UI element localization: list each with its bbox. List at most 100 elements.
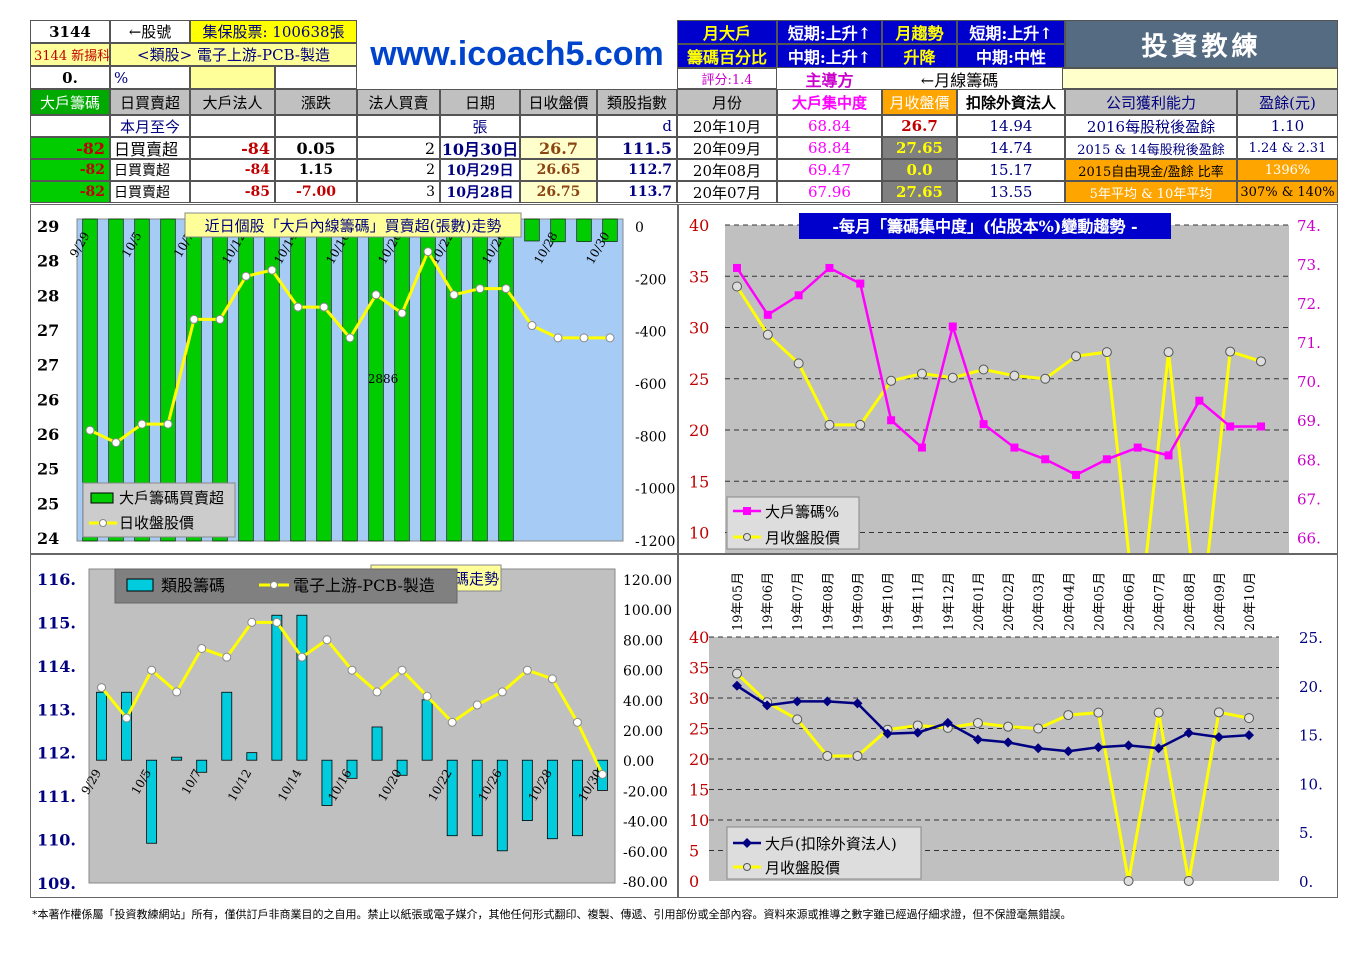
y-right-tick: -20.00: [623, 784, 668, 800]
left-sub-2: [190, 115, 275, 137]
y-left-tick: 111.: [37, 787, 76, 806]
y-right-tick: 15.: [1299, 727, 1323, 745]
legend-swatch-dot: [742, 838, 752, 848]
logo: 投資教練: [1065, 20, 1338, 68]
right-row-2-col-3: 15.17: [957, 159, 1065, 181]
y-right-tick: 80.00: [623, 633, 663, 649]
price-point-20年01月: [972, 718, 983, 729]
left-header-0: 大戶籌碼: [30, 89, 110, 115]
stock-chips-chart: 29 28 28 27 27 26 26 25 25 24 0 -200 -400 -600 -800 -10…: [37, 212, 675, 550]
site-url: www.icoach5.com: [370, 35, 664, 73]
y-left-tick: 27: [37, 321, 59, 340]
stock-name: 3144 新揚科: [30, 43, 110, 66]
y-right-tick: -800: [635, 429, 666, 445]
left-header-4: 法人買賣: [357, 89, 440, 115]
index-point-9/30: [122, 713, 132, 723]
price-point-20年10月: [1256, 356, 1266, 367]
price-point-10/7: [189, 314, 199, 324]
bar-10/16: [342, 218, 358, 542]
legend-box: [726, 496, 860, 550]
bar-10/15: [316, 218, 332, 542]
price-line: [735, 672, 1250, 882]
bar-10/29: [576, 218, 592, 242]
mid-term: 中期:上升↑: [777, 44, 882, 68]
price-point-20年05月: [1101, 347, 1112, 358]
y-right-tick: 0.00: [623, 754, 654, 770]
chart-title-bg: [799, 213, 1171, 239]
legend-label: 類股籌碼: [161, 576, 225, 595]
bar-10/20: [396, 759, 408, 776]
right-row-3-col-2: 27.65: [882, 181, 957, 203]
price-point-19年08月: [824, 419, 835, 430]
left-row-2-col-3: -7.00: [275, 181, 357, 203]
y-left-tick: 109.: [37, 874, 76, 893]
legend-box: [726, 826, 922, 880]
legend-swatch-dot: [99, 519, 107, 527]
category: <類股> 電子上游-PCB-製造: [110, 43, 357, 66]
y-left-tick: 110.: [37, 831, 76, 850]
price-point-20年05月: [1093, 707, 1104, 718]
concentration-point-20年07月: [1164, 451, 1173, 460]
y-right-tick: 5.: [1299, 824, 1313, 842]
left-row-2-col-0: -82: [30, 181, 110, 203]
price-point-19年05月: [732, 668, 742, 679]
index-point-10/26: [497, 687, 507, 697]
y-left-tick: 15: [689, 472, 709, 491]
right-header-3: 扣除外資法人: [957, 89, 1065, 115]
holders-point-19年12月: [942, 717, 953, 728]
left-row-2-col-7: 113.7: [597, 181, 677, 203]
left-row-2-col-5: 10月28日: [440, 181, 520, 203]
bar-10/30: [602, 218, 618, 242]
concentration-point-19年12月: [948, 322, 957, 331]
price-point-20年08月: [1183, 876, 1194, 886]
right-row-1-col-3: 14.74: [957, 137, 1065, 159]
concentration-point-19年05月: [733, 263, 741, 272]
concentration-point-19年07月: [794, 291, 803, 300]
chart-panel-stock-chips: 29 28 28 27 27 26 26 25 25 24 0 -200 -400 -600 -800 -10…: [30, 204, 678, 554]
left-header-6: 日收盤價: [520, 89, 597, 115]
price-point-20年03月: [1040, 373, 1051, 384]
price-point-10/8: [215, 314, 225, 324]
y-left-tick: 15: [689, 781, 709, 800]
short-term: 短期:上升↑: [777, 20, 882, 44]
x-tick-label: 19年06月: [761, 572, 776, 631]
concentration-point-20年03月: [1041, 455, 1050, 464]
y-left-tick: 35: [689, 659, 709, 678]
right-row-0-col-3: 14.94: [957, 115, 1065, 137]
index-point-10/30: [597, 769, 607, 779]
y-left-tick: 25: [37, 494, 59, 513]
holders-point-19年06月: [762, 700, 773, 711]
price-point-10/6: [163, 419, 173, 429]
bar-10/7: [196, 759, 208, 773]
x-tick-label: 19年10月: [882, 572, 897, 631]
right-row-2-col-4: 2015自由現金/盈餘 比率: [1065, 159, 1237, 181]
month-trend-title: 月趨勢: [882, 20, 957, 44]
stock-code: 3144: [30, 20, 110, 43]
y-right-tick: 69.: [1297, 412, 1321, 430]
index-point-10/5: [147, 665, 157, 675]
left-sub-7: d: [597, 115, 677, 137]
y-left-tick: 25: [689, 370, 709, 389]
right-row-0-col-0: 20年10月: [677, 115, 777, 137]
concentration-chart: 40 35 30 25 20 15 10 74. 73. 72. 71. 70. 69. 68. 67. 66…: [689, 213, 1321, 636]
price-point-19年10月: [886, 375, 897, 386]
bar-10/14: [290, 218, 306, 542]
bar-10/16: [346, 759, 358, 779]
right-header-5: 盈餘(元): [1237, 89, 1338, 115]
right-row-3-col-5: 307% & 140%: [1237, 181, 1338, 203]
y-left-tick: 114.: [37, 657, 76, 676]
right-row-2-col-5: 1396%: [1237, 159, 1338, 181]
legend-swatch-dot: [743, 863, 751, 871]
price-point-20年07月: [1153, 707, 1164, 718]
index-point-10/14: [297, 652, 307, 662]
y-right-tick: -80.00: [623, 875, 668, 891]
price-point-20年06月: [1123, 876, 1134, 886]
bar-10/5: [146, 759, 158, 844]
bar-10/26: [496, 759, 508, 852]
right-row-2-col-0: 20年08月: [677, 159, 777, 181]
holders-point-20年10月: [1244, 730, 1254, 741]
bar-9/29: [96, 691, 107, 761]
y-right-tick: 72.: [1297, 295, 1321, 313]
price-point-20年09月: [1213, 707, 1224, 718]
index-point-10/22: [447, 717, 457, 727]
